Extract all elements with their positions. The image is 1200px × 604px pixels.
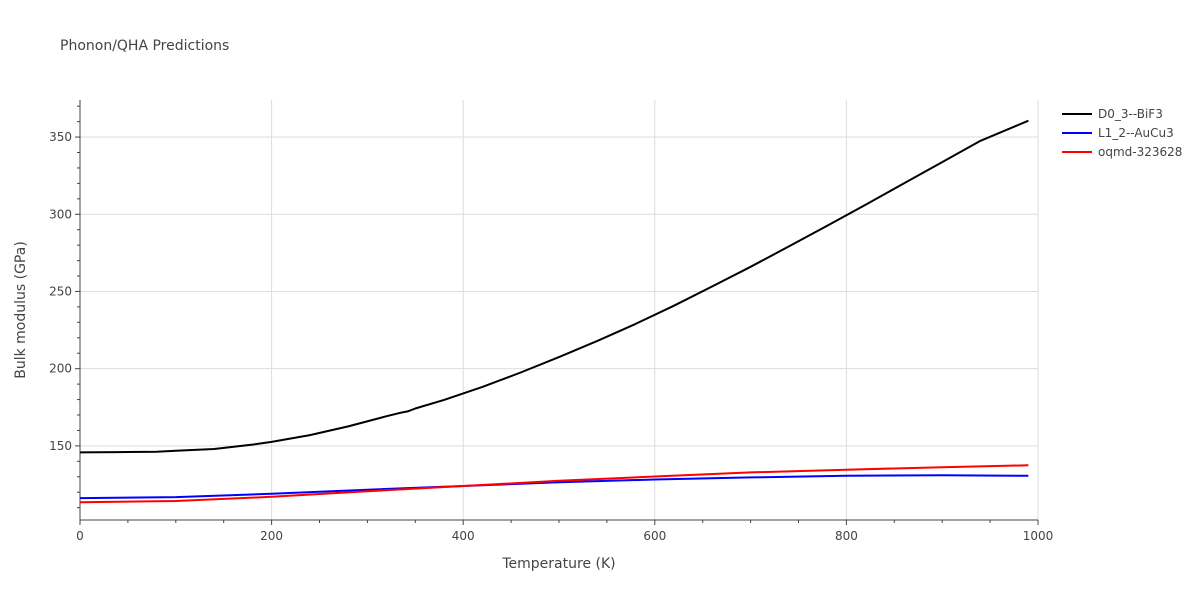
legend-label: oqmd-323628 [1098, 145, 1182, 159]
x-tick-label: 800 [835, 529, 858, 543]
y-tick-label: 150 [49, 439, 72, 453]
x-tick-label: 400 [452, 529, 475, 543]
y-tick-label: 250 [49, 284, 72, 298]
x-axis-title: Temperature (K) [501, 556, 615, 572]
axes: 0 200 400 600 800 1000 150 200 250 300 350 [49, 100, 1053, 543]
x-tick-label: 1000 [1023, 529, 1054, 543]
chart-title: Phonon/QHA Predictions [60, 38, 229, 54]
grid-lines [80, 100, 1039, 520]
series-line-1 [79, 119, 1029, 454]
legend-label: L1_2--AuCu3 [1098, 126, 1174, 140]
series-line-2 [79, 474, 1029, 500]
x-tick-label: 0 [76, 529, 84, 543]
series-lines [79, 119, 1029, 504]
y-axis-title: Bulk modulus (GPa) [13, 241, 29, 379]
y-tick-label: 350 [49, 130, 72, 144]
series-line-3 [79, 464, 1029, 504]
y-tick-label: 300 [49, 207, 72, 221]
legend-label: D0_3--BiF3 [1098, 107, 1163, 121]
x-tick-label: 600 [643, 529, 666, 543]
x-tick-label: 200 [260, 529, 283, 543]
y-tick-label: 200 [49, 362, 72, 376]
legend[interactable]: D0_3--BiF3 L1_2--AuCu3 oqmd-323628 [1062, 107, 1182, 159]
